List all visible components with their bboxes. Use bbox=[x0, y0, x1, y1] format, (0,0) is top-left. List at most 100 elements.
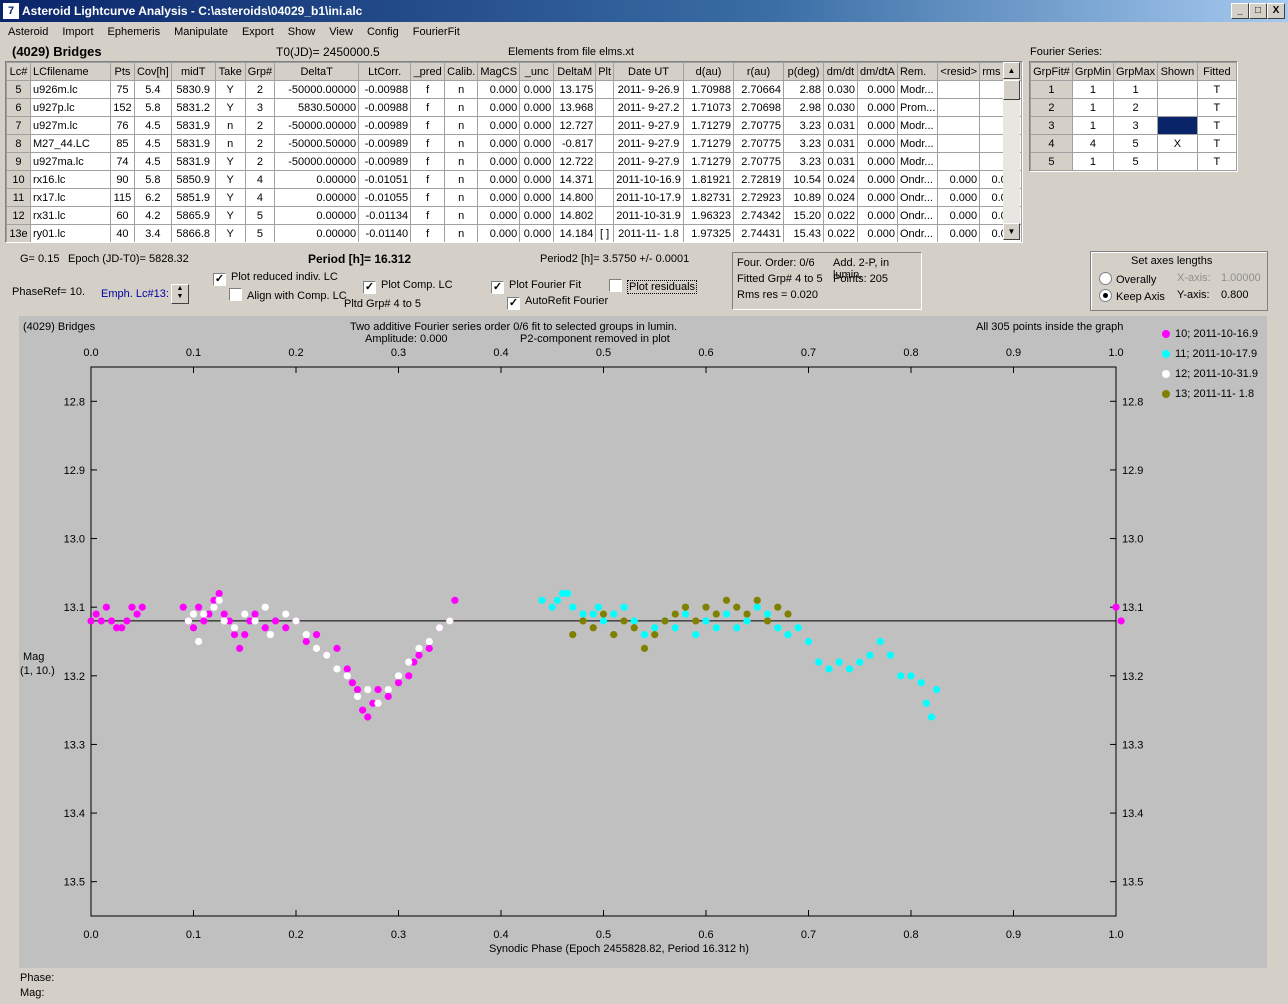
data-point bbox=[292, 617, 300, 625]
data-point bbox=[246, 617, 254, 625]
y-tick-label-right: 13.5 bbox=[1122, 877, 1143, 889]
column-header[interactable]: LCfilename bbox=[29, 62, 111, 81]
keep-axis-radio[interactable]: Keep Axis bbox=[1099, 289, 1165, 303]
data-point bbox=[138, 603, 146, 611]
emph-spinner[interactable]: ▲ ▼ bbox=[171, 284, 189, 304]
column-header[interactable]: Take bbox=[214, 62, 246, 81]
column-header[interactable]: dm/dt bbox=[822, 62, 858, 81]
align-checkbox[interactable]: Align with Comp. LC bbox=[229, 288, 347, 302]
menu-manipulate[interactable]: Manipulate bbox=[174, 26, 228, 38]
lc-table-header: Lc# LCfilename Pts Cov[h] midT Take Grp# DeltaT… bbox=[6, 62, 1022, 81]
lc-table-row[interactable]: 7 u927m.lc 76 4.5 5831.9 n 2 -50000.00000 -0.009… bbox=[6, 116, 1022, 135]
data-point bbox=[195, 603, 203, 611]
column-header[interactable]: DeltaT bbox=[274, 62, 360, 81]
table-cell: 2.72819 bbox=[733, 170, 784, 189]
column-header[interactable]: Rem. bbox=[896, 62, 939, 81]
menu-asteroid[interactable]: Asteroid bbox=[8, 26, 49, 38]
plot-comp-check-icon: ✓ bbox=[363, 281, 376, 294]
x-tick-label: 0.1 bbox=[186, 929, 201, 941]
plot-comp-checkbox[interactable]: ✓ Plot Comp. LC bbox=[363, 279, 453, 294]
column-header[interactable]: Cov[h] bbox=[133, 62, 172, 81]
table-cell: 0.000 bbox=[937, 188, 981, 207]
minimize-icon[interactable]: _ bbox=[1231, 3, 1249, 19]
data-point bbox=[743, 610, 751, 618]
x-tick-label-top: 0.0 bbox=[83, 347, 98, 359]
column-header[interactable]: Calib. bbox=[444, 62, 479, 81]
lc-table-row[interactable]: 13e ry01.lc 40 3.4 5866.8 Y 5 0.00000 -0.01140 f n… bbox=[6, 224, 1022, 242]
table-cell: 0.000 bbox=[856, 188, 898, 207]
maximize-icon[interactable]: □ bbox=[1249, 3, 1267, 19]
data-point bbox=[594, 603, 602, 611]
lc-table-row[interactable]: 10 rx16.lc 90 5.8 5850.9 Y 4 0.00000 -0.01051 f n 0… bbox=[6, 170, 1022, 189]
lc-table-row[interactable]: 12 rx31.lc 60 4.2 5865.9 Y 5 0.00000 -0.01134 f n 0… bbox=[6, 206, 1022, 225]
data-point bbox=[374, 685, 382, 694]
lc-table-row[interactable]: 11 rx17.lc 115 6.2 5851.9 Y 4 0.00000 -0.01055 f n… bbox=[6, 188, 1022, 207]
plot-reduced-checkbox[interactable]: ✓ Plot reduced indiv. LC bbox=[213, 271, 338, 286]
x-tick-label: 0.4 bbox=[493, 929, 508, 941]
column-header[interactable]: d(au) bbox=[683, 62, 735, 81]
column-header[interactable]: MagCS bbox=[477, 62, 521, 81]
period2-label: Period2 [h]= 3.5750 +/- 0.0001 bbox=[540, 253, 690, 265]
data-point bbox=[1112, 603, 1120, 611]
g-label: G= 0.15 bbox=[20, 253, 60, 265]
rms-label: Rms res = 0.020 bbox=[737, 289, 819, 301]
scroll-thumb[interactable] bbox=[1003, 80, 1020, 100]
table-cell: 0.000 bbox=[477, 98, 521, 117]
column-header[interactable]: dm/dtA bbox=[856, 62, 898, 81]
menu-view[interactable]: View bbox=[329, 26, 353, 38]
close-icon[interactable]: X bbox=[1267, 3, 1285, 19]
y-tick-label-right: 12.8 bbox=[1122, 396, 1143, 408]
table-cell: 2 bbox=[244, 80, 276, 99]
four-order-label: Four. Order: 0/6 bbox=[737, 257, 815, 269]
data-point bbox=[236, 644, 244, 652]
y-tick-label-right: 12.9 bbox=[1122, 465, 1143, 477]
data-point bbox=[220, 617, 228, 625]
elements-label: Elements from file elms.xt bbox=[508, 46, 634, 58]
table-cell: 0.000 bbox=[937, 170, 981, 189]
overally-radio[interactable]: Overally bbox=[1099, 272, 1156, 286]
scroll-up-icon[interactable]: ▲ bbox=[1003, 62, 1020, 79]
lc-table-row[interactable]: 6 u927p.lc 152 5.8 5831.2 Y 3 5830.50000 -0.0098… bbox=[6, 98, 1022, 117]
column-header[interactable]: LtCorr. bbox=[358, 62, 412, 81]
plot-residuals-checkbox[interactable]: Plot residuals bbox=[609, 279, 698, 294]
menu-export[interactable]: Export bbox=[241, 26, 274, 38]
column-header[interactable]: Grp# bbox=[244, 62, 276, 81]
phaseref-label: PhaseRef= 10. bbox=[12, 286, 86, 298]
scroll-down-icon[interactable]: ▼ bbox=[1003, 223, 1020, 240]
data-point bbox=[712, 624, 720, 632]
xaxis-value: 1.00000 bbox=[1221, 272, 1261, 284]
menu-fourierfit[interactable]: FourierFit bbox=[412, 26, 460, 38]
column-header[interactable]: p(deg) bbox=[783, 62, 824, 81]
autorefit-checkbox[interactable]: ✓ AutoRefit Fourier bbox=[507, 295, 608, 310]
plot-fourier-checkbox[interactable]: ✓ Plot Fourier Fit bbox=[491, 279, 581, 294]
menu-config[interactable]: Config bbox=[366, 26, 399, 38]
menu-ephemeris[interactable]: Ephemeris bbox=[107, 26, 161, 38]
table-cell: 15.43 bbox=[783, 224, 824, 242]
table-cell: 12.722 bbox=[553, 152, 597, 171]
data-point bbox=[671, 624, 679, 632]
menu-show[interactable]: Show bbox=[287, 26, 316, 38]
column-header[interactable]: _pred bbox=[410, 62, 446, 81]
lc-table-row[interactable]: 5 u926m.lc 75 5.4 5830.9 Y 2 -50000.00000 -0.009… bbox=[6, 80, 1022, 99]
table-cell: 0.022 bbox=[822, 224, 858, 242]
app-logo-icon: 7 bbox=[3, 3, 19, 19]
table-cell: 5 bbox=[244, 206, 276, 225]
y-tick-label-right: 13.0 bbox=[1122, 534, 1143, 546]
menu-import[interactable]: Import bbox=[62, 26, 94, 38]
yaxis-value[interactable]: 0.800 bbox=[1221, 289, 1249, 301]
y-tick-label-right: 13.2 bbox=[1122, 671, 1143, 683]
data-point bbox=[394, 679, 403, 687]
data-point bbox=[123, 617, 131, 625]
lc-table-row[interactable]: 9 u927ma.lc 74 4.5 5831.9 Y 2 -50000.00000 -0.00… bbox=[6, 152, 1022, 171]
column-header[interactable]: Plt bbox=[595, 62, 615, 81]
data-point bbox=[671, 610, 679, 618]
table-cell: 5 bbox=[1030, 152, 1073, 171]
y-tick-label: 13.1 bbox=[64, 602, 85, 614]
data-point bbox=[415, 644, 423, 652]
lc-table-scrollbar[interactable]: ▲ ▼ bbox=[1003, 62, 1020, 240]
table-cell: 1.71073 bbox=[683, 98, 735, 117]
data-point bbox=[282, 624, 290, 632]
